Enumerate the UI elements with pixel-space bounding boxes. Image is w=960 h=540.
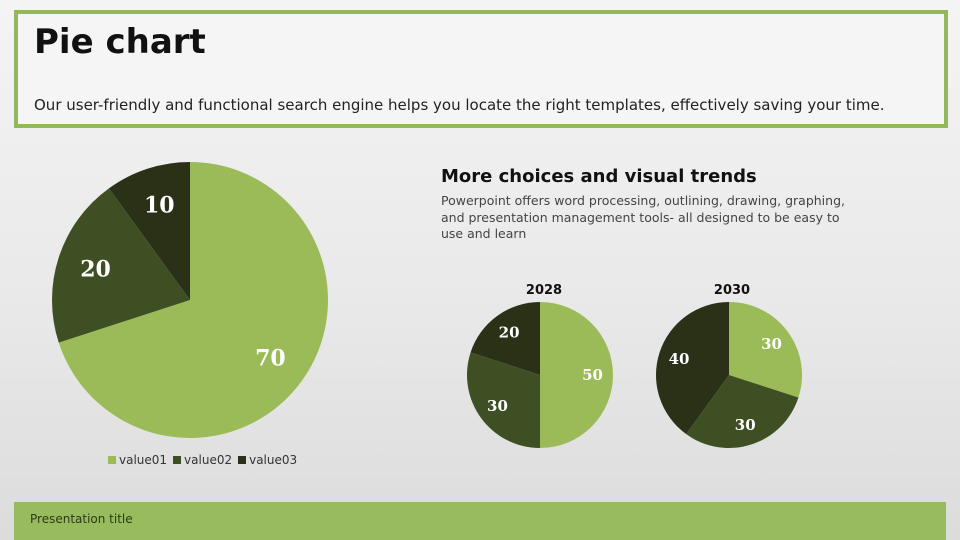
pie-2028-label-value03: 20 [499, 323, 520, 341]
section-text: Powerpoint offers word processing, outli… [441, 193, 845, 241]
pie-2030-slice-value03 [656, 302, 729, 435]
footer-bar: Presentation title [14, 502, 946, 540]
pie-2030-label-value01: 30 [761, 335, 782, 353]
pie-chart-2028: 50 30 20 [467, 302, 613, 448]
main-pie-slice-value02 [52, 188, 190, 343]
main-pie-chart: 70 20 10 [52, 162, 328, 438]
legend-swatch-value03 [238, 456, 247, 464]
legend-swatch-value01 [108, 456, 116, 464]
main-pie-slice-value03 [108, 162, 190, 300]
pie-2028-label-value01: 50 [582, 366, 603, 384]
main-pie-slice-value01 [58, 162, 328, 438]
section-heading: More choices and visual trends [441, 166, 757, 187]
page-subtitle: Our user-friendly and functional search … [34, 96, 885, 114]
main-pie-label-value02: 20 [80, 256, 111, 282]
pie-2030-label-value02: 30 [735, 416, 756, 434]
main-pie-label-value03: 10 [144, 193, 175, 219]
pie-2028-label-value02: 30 [487, 397, 508, 415]
legend-label-value02: value02 [184, 453, 233, 467]
pie-chart-2030: 30 30 40 [656, 302, 802, 448]
pie-2028-title: 2028 [525, 283, 563, 298]
legend-item-value01: value01 [108, 453, 167, 467]
legend-label-value03: value03 [249, 453, 298, 467]
legend-item-value03: value03 [238, 453, 297, 467]
legend-item-value02: value02 [173, 453, 232, 467]
pie-2030-slice-value02 [686, 375, 799, 448]
footer-presentation-title: Presentation title [30, 512, 133, 526]
pie-2030-label-value03: 40 [669, 350, 690, 368]
legend-label-value01: value01 [119, 453, 168, 467]
pie-2028-slice-value01 [540, 302, 613, 448]
chart-legend: value01 value02 value03 [108, 453, 297, 467]
pie-2030-title: 2030 [713, 283, 751, 298]
pie-2028-slice-value02 [467, 352, 540, 448]
pie-2028-slice-value03 [470, 302, 540, 375]
main-pie-label-value01: 70 [255, 345, 286, 371]
legend-swatch-value02 [173, 456, 182, 464]
pie-2030-slice-value01 [729, 302, 802, 398]
page-title: Pie chart [34, 22, 206, 62]
title-box: Pie chart Our user-friendly and function… [14, 10, 948, 128]
